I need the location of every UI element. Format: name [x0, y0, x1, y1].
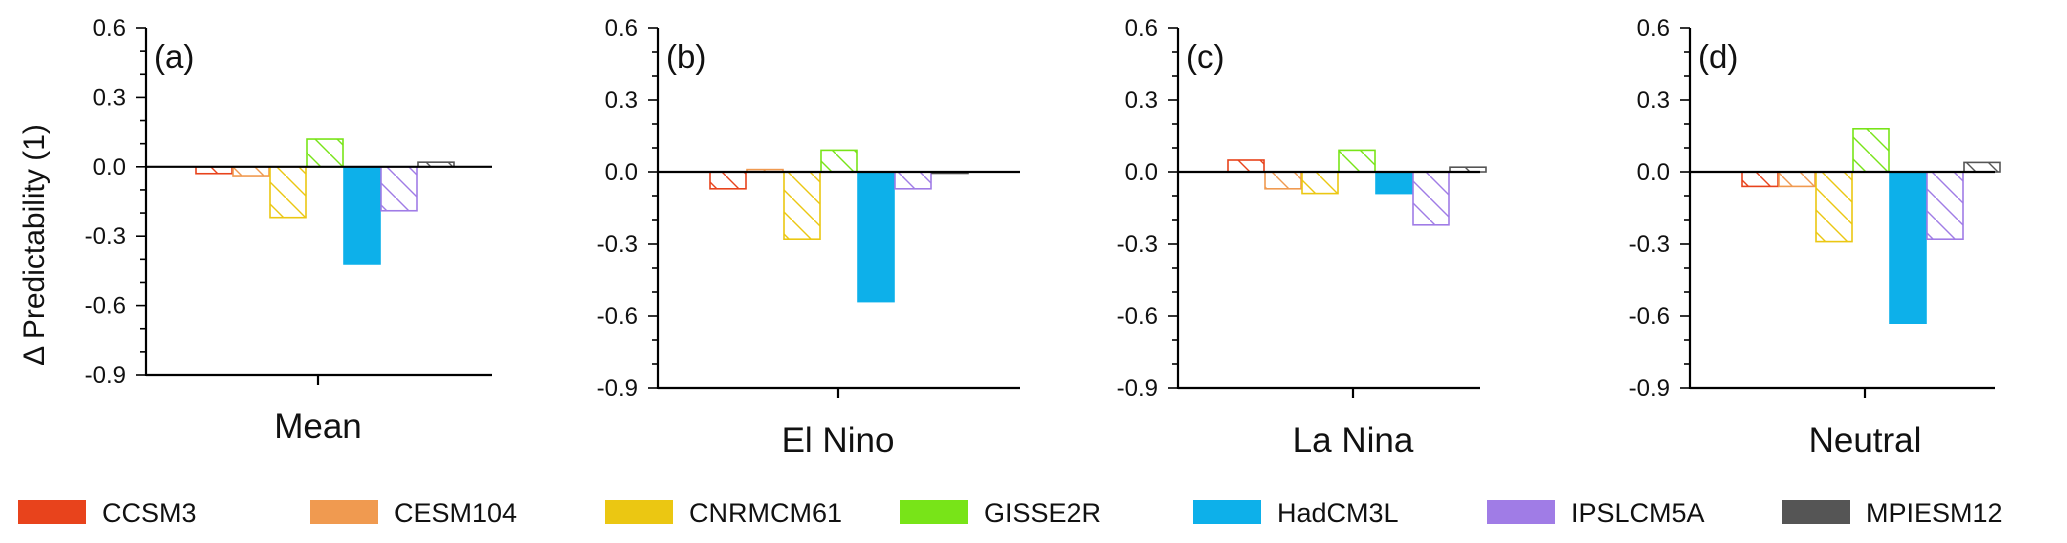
bar-mpiesm12: [1963, 161, 2001, 173]
legend-item-ipslcm5a: IPSLCM5A: [1487, 498, 1705, 528]
bar-hadcm3l: [857, 171, 895, 303]
x-category-label: El Nino: [782, 421, 895, 460]
y-tick-label: 0.3: [1637, 87, 1670, 114]
y-tick-label: 0.3: [1125, 87, 1158, 114]
bar-cnrmcm61: [1301, 171, 1339, 195]
panel-tag: (c): [1186, 38, 1224, 75]
y-tick-label: -0.3: [1117, 231, 1158, 258]
panel-tag: (b): [666, 38, 706, 75]
legend-swatch: [1782, 500, 1850, 524]
x-category-label: La Nina: [1293, 421, 1414, 460]
y-tick-label: 0.6: [605, 15, 638, 42]
bar-ipslcm5a: [380, 166, 418, 212]
panel-b: 0.6 0.3 0.0 -0.3 -0.6 -0.9 (b) El Nino: [597, 15, 1020, 460]
y-tick-label: -0.9: [85, 362, 126, 389]
bar-cnrmcm61: [783, 171, 821, 240]
panel-c: 0.6 0.3 0.0 -0.3 -0.6 -0.9 (c) La Nina: [1117, 15, 1487, 460]
y-tick-label: 0.0: [605, 159, 638, 186]
bar-gisse2r: [820, 149, 858, 173]
y-tick-label: 0.6: [1125, 15, 1158, 42]
legend-label: GISSE2R: [984, 498, 1101, 528]
bar-hadcm3l: [1375, 171, 1413, 195]
bar-cesm104: [232, 166, 270, 177]
bar-cesm104: [1264, 171, 1302, 190]
legend-label: CESM104: [394, 498, 517, 528]
legend-swatch: [1193, 500, 1261, 524]
x-category-label: Mean: [274, 407, 362, 446]
legend-label: MPIESM12: [1866, 498, 2003, 528]
y-tick-label: -0.9: [597, 375, 638, 402]
y-tick-label: 0.0: [93, 154, 126, 181]
bar-ipslcm5a: [1926, 171, 1964, 240]
bar-ccsm3: [709, 171, 747, 190]
bar-ipslcm5a: [894, 171, 932, 190]
y-tick-label: -0.6: [1117, 303, 1158, 330]
y-axis-label: Δ Predictability (1): [18, 124, 51, 366]
panel-a: 0.6 0.3 0.0 -0.3 -0.6 -0.9 (a) Mean: [85, 15, 492, 446]
bar-ccsm3: [1741, 171, 1779, 188]
legend-item-mpiesm12: MPIESM12: [1782, 498, 2003, 528]
bar-hadcm3l: [1889, 171, 1927, 324]
y-tick-label: -0.9: [1117, 375, 1158, 402]
bar-gisse2r: [306, 138, 344, 168]
y-tick-label: 0.0: [1125, 159, 1158, 186]
y-tick-label: -0.3: [597, 231, 638, 258]
x-category-label: Neutral: [1809, 421, 1922, 460]
y-tick-label: 0.3: [93, 84, 126, 111]
legend-swatch: [900, 500, 968, 524]
bar-ipslcm5a: [1412, 171, 1450, 226]
bar-ccsm3: [1227, 159, 1265, 173]
y-tick-label: 0.6: [93, 15, 126, 42]
y-tick-label: -0.9: [1629, 375, 1670, 402]
legend-item-cnrmcm61: CNRMCM61: [605, 498, 842, 528]
bar-cesm104: [1778, 171, 1816, 188]
y-tick-label: 0.3: [605, 87, 638, 114]
bar-gisse2r: [1852, 128, 1890, 173]
y-tick-label: -0.3: [1629, 231, 1670, 258]
legend-label: HadCM3L: [1277, 498, 1399, 528]
legend-item-ccsm3: CCSM3: [18, 498, 197, 528]
bar-cnrmcm61: [269, 166, 307, 219]
y-tick-label: -0.3: [85, 223, 126, 250]
legend-swatch: [18, 500, 86, 524]
bar-cnrmcm61: [1815, 171, 1853, 243]
legend-item-cesm104: CESM104: [310, 498, 517, 528]
panel-tag: (a): [154, 38, 194, 75]
panel-d: 0.6 0.3 0.0 -0.3 -0.6 -0.9 (d) Neutral: [1629, 15, 2001, 460]
panel-tag: (d): [1698, 38, 1738, 75]
legend-label: IPSLCM5A: [1571, 498, 1705, 528]
legend-label: CNRMCM61: [689, 498, 842, 528]
legend: CCSM3 CESM104 CNRMCM61 GISSE2R HadCM3L IPSLCM…: [18, 498, 2003, 528]
legend-item-hadcm3l: HadCM3L: [1193, 498, 1399, 528]
bar-gisse2r: [1338, 149, 1376, 173]
legend-swatch: [310, 500, 378, 524]
y-tick-label: 0.0: [1637, 159, 1670, 186]
legend-label: CCSM3: [102, 498, 197, 528]
y-tick-label: -0.6: [1629, 303, 1670, 330]
legend-swatch: [605, 500, 673, 524]
y-tick-label: -0.6: [597, 303, 638, 330]
y-tick-label: -0.6: [85, 293, 126, 320]
bar-hadcm3l: [343, 166, 381, 265]
legend-item-gisse2r: GISSE2R: [900, 498, 1101, 528]
y-tick-label: 0.6: [1637, 15, 1670, 42]
legend-swatch: [1487, 500, 1555, 524]
